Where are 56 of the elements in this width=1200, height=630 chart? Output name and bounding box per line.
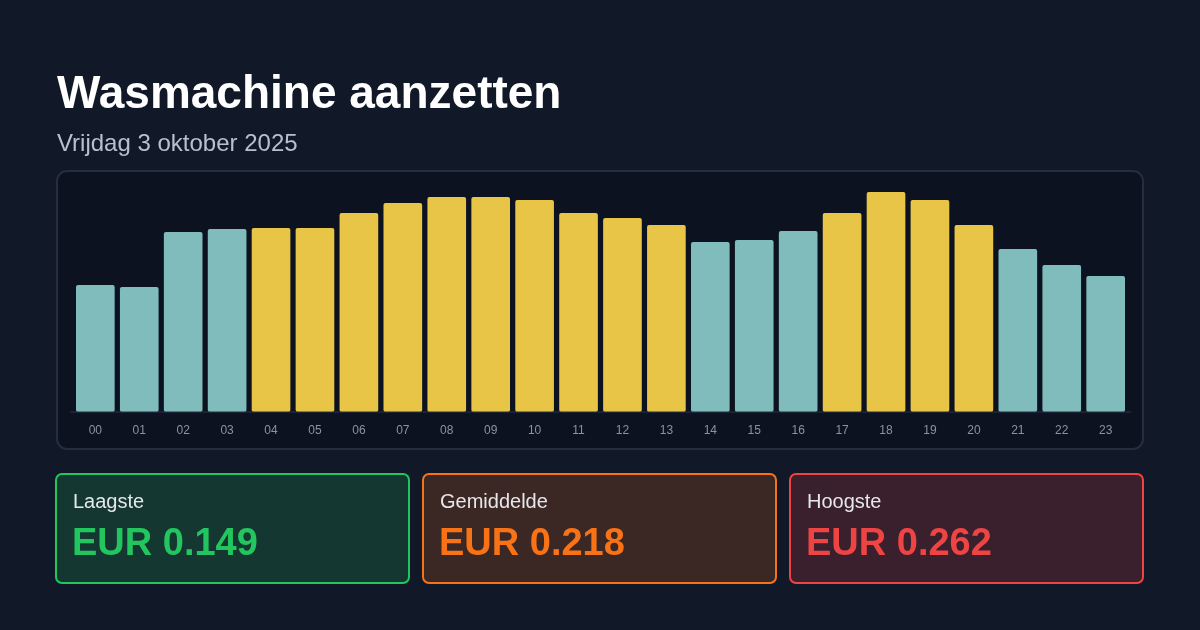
- x-tick-label: 16: [791, 423, 806, 437]
- x-tick-label: 09: [484, 423, 498, 437]
- bar: [1042, 265, 1082, 412]
- text: EUR 0.149: [72, 521, 258, 563]
- x-tick-label: 19: [923, 423, 937, 437]
- bar: [295, 228, 335, 412]
- x-tick-label: 15: [747, 423, 762, 437]
- x-tick-label: 11: [572, 423, 586, 437]
- x-tick-label: 20: [967, 423, 981, 437]
- x-tick-label: 00: [88, 423, 103, 437]
- bar: [515, 199, 554, 412]
- text: EUR 0.262: [806, 521, 992, 563]
- x-tick-label: 08: [440, 423, 454, 437]
- bar: [998, 248, 1038, 412]
- bar: [822, 212, 862, 412]
- x-tick-label: 05: [308, 423, 322, 437]
- bar: [910, 199, 950, 412]
- chart-subtitle: Vrijdag 3 oktober 2025: [57, 129, 298, 156]
- x-tick-label: 10: [527, 423, 542, 437]
- bar: [647, 225, 686, 412]
- bar: [690, 241, 730, 412]
- bar: [1086, 276, 1125, 412]
- text: Hoogste: [807, 490, 882, 512]
- x-tick-label: 21: [1011, 423, 1025, 437]
- bar: [339, 212, 379, 412]
- bar: [119, 287, 159, 412]
- x-tick-label: 13: [659, 423, 674, 437]
- bar: [778, 230, 818, 412]
- x-tick-label: 17: [835, 423, 850, 437]
- x-tick-label: 14: [703, 423, 718, 437]
- x-tick-label: 22: [1055, 423, 1069, 437]
- x-tick-label: 18: [879, 423, 894, 437]
- bar: [603, 217, 642, 412]
- x-tick-label: 07: [396, 423, 410, 437]
- x-tick-label: 01: [132, 423, 147, 437]
- bar: [866, 192, 906, 412]
- bar: [383, 203, 423, 412]
- bar: [471, 197, 511, 412]
- x-tick-label: 12: [615, 423, 630, 437]
- text: Laagste: [73, 490, 145, 512]
- bar: [76, 285, 115, 412]
- x-tick-label: 03: [220, 423, 235, 437]
- x-tick-label: 02: [176, 423, 191, 437]
- x-tick-label: 23: [1098, 423, 1113, 437]
- x-tick-label: 04: [264, 423, 279, 437]
- chart-title: Wasmachine aanzetten: [57, 66, 562, 118]
- bar: [163, 232, 203, 412]
- bar: [734, 239, 774, 412]
- bar: [207, 228, 247, 412]
- bar: [954, 225, 994, 412]
- bar: [559, 212, 598, 412]
- x-tick-label: 06: [352, 423, 366, 437]
- bar: [251, 228, 291, 412]
- text: EUR 0.218: [439, 521, 625, 563]
- text: Gemiddelde: [440, 490, 548, 512]
- bar: [427, 197, 467, 412]
